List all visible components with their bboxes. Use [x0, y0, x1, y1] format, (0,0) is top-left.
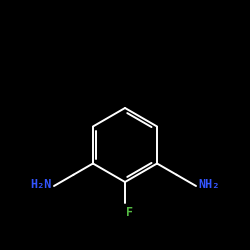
- Text: NH₂: NH₂: [198, 178, 220, 191]
- Text: H₂N: H₂N: [30, 178, 52, 191]
- Text: F: F: [126, 206, 134, 219]
